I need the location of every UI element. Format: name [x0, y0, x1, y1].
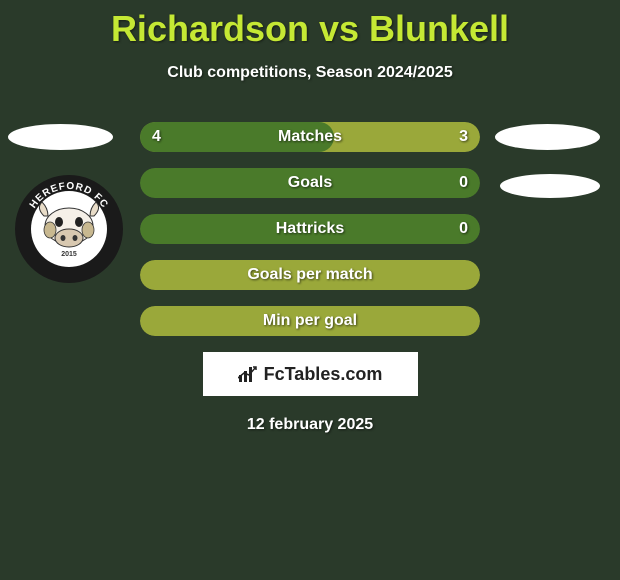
content-area: HEREFORD FC FOREVER UNITED 2015 Matches4…: [0, 122, 620, 434]
subtitle: Club competitions, Season 2024/2025: [0, 64, 620, 82]
bar-label: Goals: [140, 168, 480, 198]
stat-row: Hattricks0: [140, 214, 480, 244]
left-player-ellipse: [8, 124, 113, 150]
bar-chart-icon: [238, 365, 260, 383]
bar-label: Hattricks: [140, 214, 480, 244]
logo-text: FcTables.com: [264, 364, 383, 385]
stat-row: Min per goal: [140, 306, 480, 336]
stat-row: Goals0: [140, 168, 480, 198]
right-player-ellipse-1: [495, 124, 600, 150]
bar-right-value: 3: [459, 122, 468, 152]
date-text: 12 february 2025: [0, 416, 620, 434]
club-crest: HEREFORD FC FOREVER UNITED 2015: [14, 174, 124, 284]
logo-box: FcTables.com: [203, 352, 418, 396]
bar-label: Min per goal: [140, 306, 480, 336]
comparison-bars: Matches43Goals0Hattricks0Goals per match…: [140, 122, 480, 336]
right-player-ellipse-2: [500, 174, 600, 198]
crest-year: 2015: [61, 251, 77, 258]
bar-label: Goals per match: [140, 260, 480, 290]
bar-label: Matches: [140, 122, 480, 152]
bar-right-value: 0: [459, 214, 468, 244]
bar-right-value: 0: [459, 168, 468, 198]
stat-row: Goals per match: [140, 260, 480, 290]
stat-row: Matches4 3: [140, 122, 480, 152]
page-title: Richardson vs Blunkell: [0, 0, 620, 50]
bar-left-value: 4: [152, 122, 161, 152]
